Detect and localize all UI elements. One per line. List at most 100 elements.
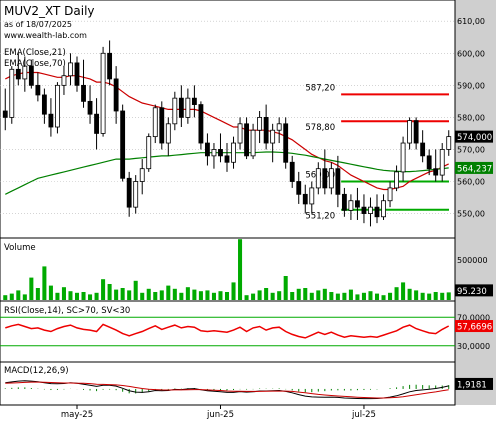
candle-body bbox=[2, 110, 8, 118]
level-label: 578,80 bbox=[305, 123, 335, 133]
month-label: jun-25 bbox=[206, 410, 234, 420]
volume-bar bbox=[127, 290, 132, 300]
candle-body bbox=[250, 129, 256, 157]
rsi-line bbox=[5, 323, 450, 339]
candle-body bbox=[237, 123, 243, 144]
volume-value-tag-bg bbox=[455, 284, 493, 297]
volume-bar bbox=[316, 290, 321, 300]
macd-series: 1,9181 bbox=[4, 377, 493, 400]
level-label: 587,20 bbox=[305, 83, 335, 93]
macd-title: MACD(12,26,9) bbox=[4, 366, 69, 376]
volume-bar bbox=[107, 284, 112, 300]
volume-bar bbox=[3, 295, 8, 300]
candle-body bbox=[113, 78, 119, 112]
price-tick-label: 600,00 bbox=[457, 49, 485, 58]
month-axis: may-25 jun-25 jul-25 bbox=[61, 405, 376, 420]
level-label: 551,20 bbox=[305, 212, 335, 222]
candle-body bbox=[361, 206, 367, 214]
volume-value-tag: 95.230 bbox=[457, 287, 487, 297]
candle-body bbox=[100, 52, 106, 134]
volume-bar bbox=[440, 292, 445, 300]
volume-bar bbox=[166, 285, 171, 300]
volume-bar bbox=[146, 288, 151, 300]
rsi-tick-label: 30,0000 bbox=[457, 342, 490, 351]
volume-bar bbox=[394, 287, 399, 300]
candle-body bbox=[22, 65, 28, 80]
volume-bar bbox=[61, 287, 66, 300]
candle-body bbox=[185, 97, 191, 118]
candle-body bbox=[407, 120, 413, 144]
ema70-value-tag-bg bbox=[455, 161, 493, 174]
candle-body bbox=[335, 168, 341, 195]
volume-bars: 500000 95.230 bbox=[3, 239, 493, 300]
price-tick-label: 550,00 bbox=[457, 210, 485, 219]
candle-body bbox=[413, 120, 419, 144]
volume-bar bbox=[29, 277, 34, 300]
volume-bar bbox=[244, 295, 249, 300]
volume-bar bbox=[55, 292, 60, 300]
candle-body bbox=[205, 142, 210, 157]
candle-body bbox=[211, 149, 217, 157]
volume-bar bbox=[185, 287, 190, 300]
volume-bar bbox=[224, 292, 230, 300]
candle-body bbox=[224, 155, 230, 163]
volume-bar bbox=[264, 288, 269, 300]
macd-value-tag: 1,9181 bbox=[457, 380, 487, 390]
volume-bar bbox=[205, 290, 210, 300]
candle-body bbox=[120, 110, 126, 179]
month-label: may-25 bbox=[61, 410, 93, 420]
volume-bar bbox=[120, 288, 125, 300]
candle-body bbox=[74, 62, 80, 86]
candle-body bbox=[218, 149, 223, 157]
candle-body bbox=[198, 104, 204, 144]
volume-bar bbox=[198, 291, 203, 300]
volume-bar bbox=[329, 292, 334, 300]
candle-body bbox=[133, 181, 139, 208]
candle-body bbox=[394, 171, 399, 189]
volume-bar bbox=[114, 289, 119, 300]
candle-body bbox=[257, 116, 263, 131]
volume-bar bbox=[251, 293, 256, 300]
last-price-tag-bg bbox=[455, 130, 493, 143]
price-tick-label: 560,00 bbox=[457, 178, 485, 187]
candle-body bbox=[81, 84, 86, 102]
volume-bar bbox=[401, 282, 406, 300]
y-axis-column bbox=[455, 0, 496, 405]
candle-body bbox=[94, 113, 99, 134]
candle-body bbox=[446, 136, 452, 150]
candle-body bbox=[270, 129, 276, 144]
macd-value-tag-bg bbox=[455, 377, 493, 390]
candle-body bbox=[231, 142, 236, 163]
volume-bar bbox=[368, 291, 373, 300]
volume-bar bbox=[309, 292, 314, 300]
volume-bar bbox=[16, 290, 21, 300]
volume-bar bbox=[342, 292, 347, 300]
volume-bar bbox=[231, 282, 236, 300]
volume-tick-label: 500000 bbox=[457, 256, 488, 265]
rsi-tick-label: 70,0000 bbox=[457, 313, 490, 322]
price-tick-label: 610,00 bbox=[457, 17, 485, 26]
rsi-value-tag: 57,6696 bbox=[457, 323, 492, 333]
price-tick-label: 590,00 bbox=[457, 81, 485, 90]
candle-body bbox=[244, 123, 249, 157]
candle-body bbox=[107, 52, 113, 80]
volume-bar bbox=[22, 294, 27, 300]
candle-body bbox=[322, 168, 328, 189]
volume-bar bbox=[159, 290, 164, 300]
volume-bar bbox=[101, 279, 106, 300]
candle-body bbox=[165, 123, 171, 144]
candle-body bbox=[302, 193, 308, 205]
volume-bar bbox=[374, 293, 380, 300]
candle-body bbox=[328, 168, 334, 189]
candle-body bbox=[296, 181, 302, 195]
candle-body bbox=[439, 149, 445, 176]
candle-body bbox=[289, 161, 295, 182]
volume-bar bbox=[296, 288, 301, 300]
volume-bar bbox=[140, 292, 145, 300]
candle-body bbox=[400, 142, 406, 173]
candle-body bbox=[68, 62, 73, 77]
volume-bar bbox=[355, 294, 360, 300]
candle-body bbox=[28, 65, 34, 86]
month-label: jul-25 bbox=[351, 410, 376, 420]
